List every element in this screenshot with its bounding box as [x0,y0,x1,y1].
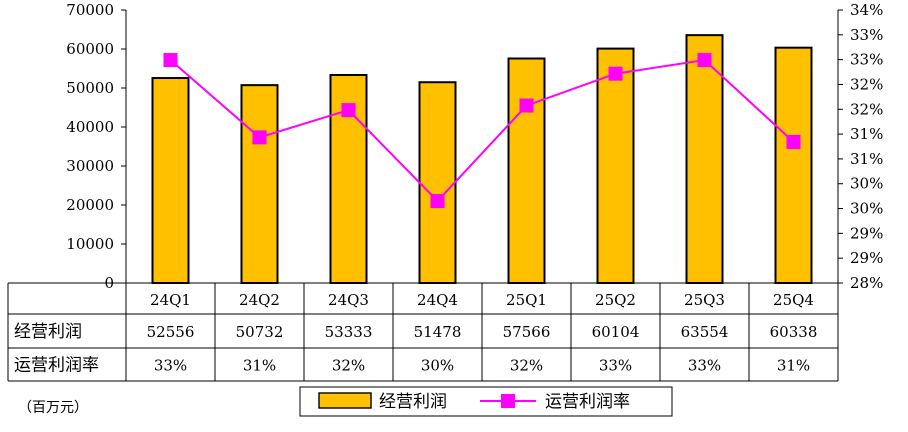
category-label: 24Q3 [328,291,369,309]
right-tick-label: 30% [850,200,883,218]
table-cell: 63554 [681,323,729,341]
right-tick-label: 31% [850,125,883,143]
category-label: 24Q4 [417,291,458,309]
category-label: 24Q2 [239,291,280,309]
line-point [608,66,623,81]
bar [685,34,724,284]
right-tick-label: 34% [850,1,883,19]
legend-bar-swatch [318,392,372,409]
category-label: 24Q1 [150,291,191,309]
bar [418,81,457,285]
right-axis: 28% 29% 29% 30% 30% 31% 31% 32% 32% 33% 33% 34% [838,1,883,292]
table-cell: 32% [332,357,365,375]
table-cell: 50732 [236,323,284,341]
right-tick-label: 33% [850,51,883,69]
row-label: 经营利润 [14,322,82,342]
left-tick-label: 50000 [66,79,114,97]
category-label: 25Q4 [773,291,814,309]
category-label: 25Q3 [684,291,725,309]
line-point [341,103,356,118]
right-tick-label: 31% [850,150,883,168]
table-cell: 31% [777,357,810,375]
right-tick-label: 29% [850,249,883,267]
bar-series [151,34,813,285]
left-tick-label: 10000 [66,235,114,253]
bar [151,77,190,284]
margin-line [169,58,795,203]
line-point [430,194,445,209]
left-tick-label: 30000 [66,157,114,175]
legend-marker-icon [501,394,515,408]
bar [774,46,813,285]
table-cell: 53333 [325,323,373,341]
left-tick-label: 0 [104,274,114,292]
bar [596,47,635,284]
row-label: 运营利润率 [14,356,99,376]
right-tick-label: 29% [850,224,883,242]
table-cell: 31% [243,357,276,375]
right-tick-label: 33% [850,26,883,44]
table-cell: 60338 [770,323,818,341]
right-tick-label: 30% [850,175,883,193]
line-series [163,53,801,209]
left-tick-label: 70000 [66,1,114,19]
table-cell: 32% [510,357,543,375]
data-table: 24Q1 24Q2 24Q3 24Q4 25Q1 25Q2 25Q3 25Q4 经营利润 5255… [14,291,817,376]
bar [240,84,279,284]
bar [507,57,546,284]
category-label: 25Q1 [506,291,547,309]
table-cell: 57566 [503,323,551,341]
left-tick-label: 20000 [66,196,114,214]
table-cell: 33% [688,357,721,375]
right-tick-label: 32% [850,100,883,118]
legend: 经营利润 运营利润率 [299,386,673,417]
category-label: 25Q2 [595,291,636,309]
table-cell: 51478 [414,323,462,341]
line-point [519,98,534,113]
line-point [252,130,267,145]
table-cell: 33% [599,357,632,375]
table-cell: 60104 [592,323,640,341]
legend-line-label: 运营利润率 [545,392,630,412]
unit-label: （百万元） [18,400,88,416]
line-point [697,53,712,68]
table-cell: 52556 [147,323,195,341]
line-point [786,134,801,149]
table-cell: 30% [421,357,454,375]
left-tick-label: 40000 [66,118,114,136]
table-cell: 33% [154,357,187,375]
right-tick-label: 28% [850,274,883,292]
legend-bar-label: 经营利润 [379,392,447,412]
left-axis: 0 10000 20000 30000 40000 50000 60000 70000 [66,1,126,292]
line-point [163,53,178,68]
right-tick-label: 32% [850,75,883,93]
left-tick-label: 60000 [66,40,114,58]
